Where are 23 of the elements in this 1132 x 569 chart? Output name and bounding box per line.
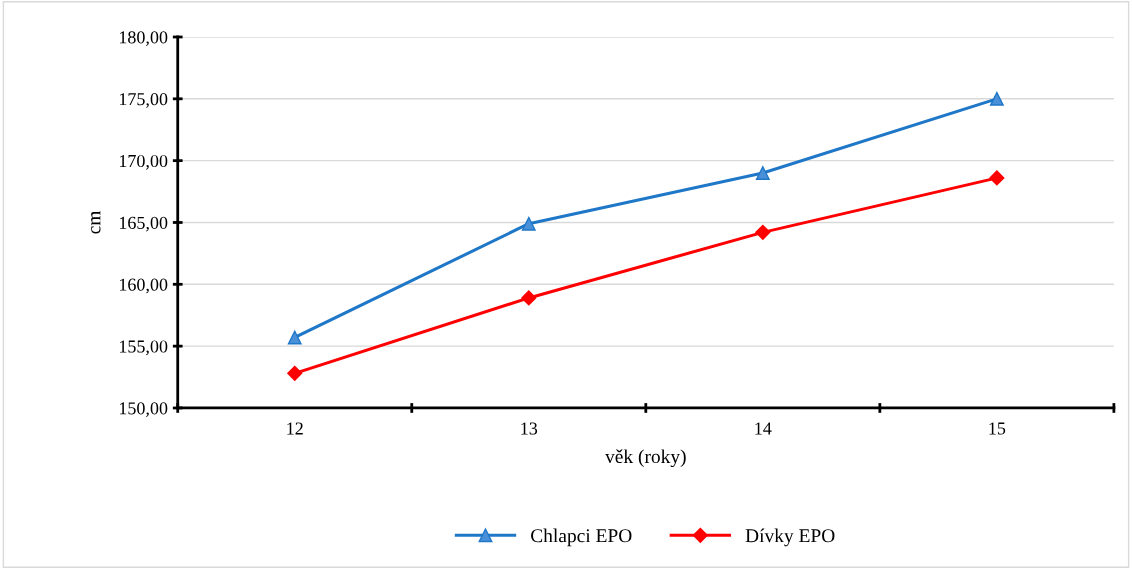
point	[521, 290, 537, 306]
x-tick-label: 13	[521, 422, 538, 435]
y-axis-title: cm	[91, 210, 101, 234]
point	[989, 170, 1005, 186]
x-tick-label: 14	[755, 422, 772, 435]
point	[287, 330, 302, 345]
y-tick-label: 155,00	[119, 340, 168, 356]
y-tick-label: 165,00	[119, 216, 168, 232]
y-tick-label: 150,00	[119, 402, 168, 418]
point	[755, 166, 770, 180]
point	[521, 216, 536, 231]
point	[989, 91, 1004, 106]
x-tick-label: 12	[287, 422, 303, 435]
x-axis-title: věk (roky)	[605, 449, 686, 468]
legend-label: Chlapci EPO	[531, 528, 632, 547]
y-tick-label: 175,00	[119, 93, 168, 108]
y-tick-label: 170,00	[119, 154, 168, 170]
x-tick-label: 15	[989, 422, 1006, 435]
legend-label: Dívky EPO	[745, 528, 835, 547]
y-tick-label: 180,00	[119, 31, 168, 47]
point	[755, 224, 771, 240]
y-tick-label: 160,00	[119, 278, 168, 294]
point	[287, 365, 303, 381]
